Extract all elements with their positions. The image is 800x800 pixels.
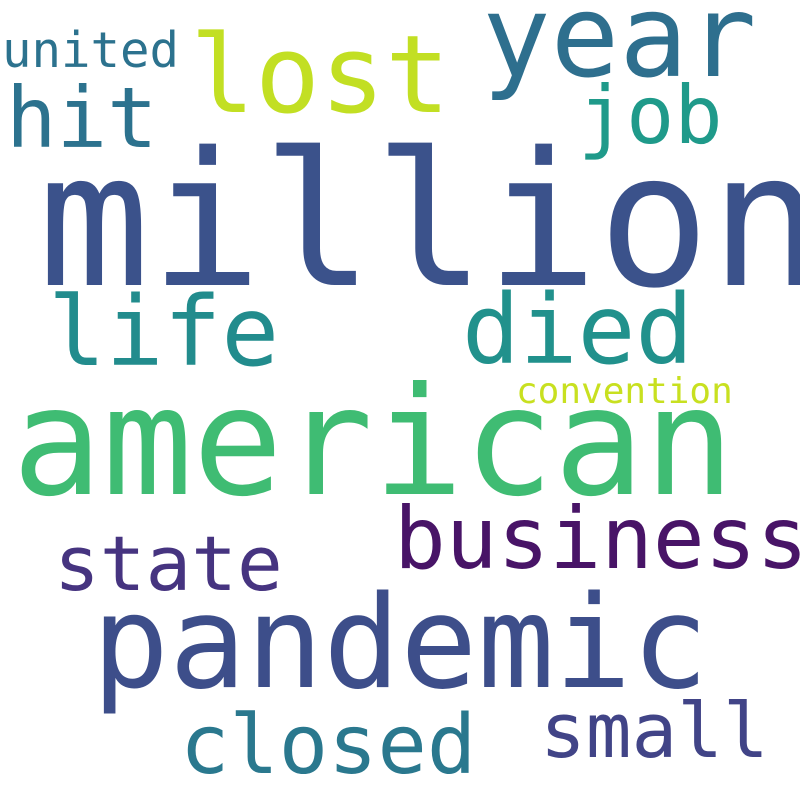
word-american: american xyxy=(12,356,735,530)
word-closed: closed xyxy=(180,698,477,793)
word-united: united xyxy=(2,22,180,79)
word-small: small xyxy=(540,686,769,775)
word-pandemic: pandemic xyxy=(92,569,709,718)
word-lost: lost xyxy=(190,13,451,138)
word-life: life xyxy=(48,276,280,388)
word-million: million xyxy=(38,112,800,329)
word-died: died xyxy=(462,274,694,386)
word-convention: convention xyxy=(516,371,733,412)
word-job: job xyxy=(578,69,723,162)
word-business: business xyxy=(394,489,800,589)
word-hit: hit xyxy=(6,69,158,167)
word-state: state xyxy=(54,519,283,608)
word-year: year xyxy=(482,0,757,103)
